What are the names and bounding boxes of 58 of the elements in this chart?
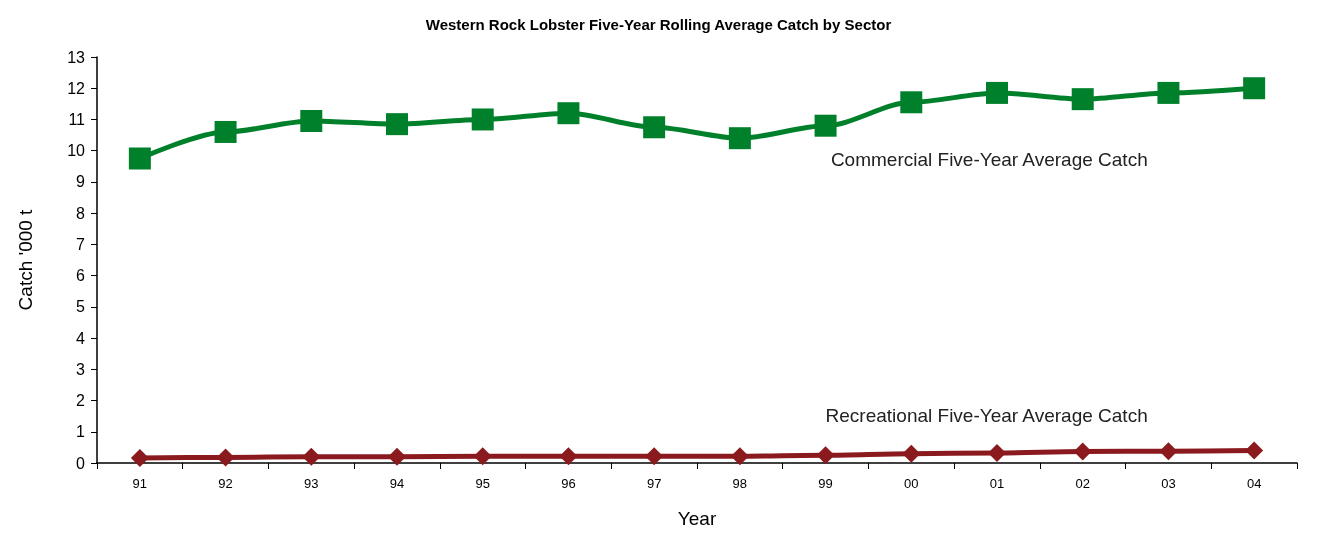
x-tick-label: 94 [389, 476, 405, 491]
x-tick-label: 95 [475, 476, 490, 491]
point [902, 444, 921, 463]
point [986, 81, 1008, 104]
x-tick-label: 00 [904, 476, 919, 491]
y-tick-label: 2 [76, 392, 86, 410]
y-tick-label: 9 [76, 173, 86, 191]
x-tick-label: 97 [646, 476, 662, 491]
series-label: Recreational Five-Year Average Catch [825, 404, 1148, 426]
point [814, 114, 837, 137]
point [471, 108, 494, 131]
point [900, 91, 923, 114]
point [1073, 442, 1092, 461]
point [128, 147, 151, 170]
x-tick-label: 96 [561, 476, 576, 491]
x-tick-label: 03 [1161, 476, 1176, 491]
y-tick-label: 5 [76, 298, 86, 316]
point [1157, 81, 1180, 104]
x-tick-label: 04 [1246, 476, 1262, 491]
point [214, 120, 237, 143]
point [1243, 77, 1266, 100]
y-tick-label: 8 [76, 204, 86, 222]
y-tick-label: 13 [67, 48, 86, 66]
point [816, 446, 835, 465]
point [988, 444, 1006, 463]
x-tick-label: 92 [218, 476, 233, 491]
point [557, 102, 580, 125]
y-tick-label: 7 [76, 235, 86, 253]
point [1245, 441, 1264, 460]
y-tick-label: 11 [68, 110, 86, 128]
x-tick-label: 99 [818, 476, 833, 491]
y-tick-label: 3 [76, 360, 86, 378]
y-tick-label: 4 [76, 329, 86, 347]
x-tick-label: 02 [1075, 476, 1090, 491]
point [1159, 442, 1178, 461]
y-tick-label: 0 [76, 454, 86, 472]
y-tick-label: 1 [76, 423, 86, 441]
point [386, 113, 408, 136]
y-tick-label: 12 [67, 79, 86, 97]
y-tick-label: 6 [76, 267, 86, 285]
y-tick-label: 10 [67, 142, 86, 160]
x-tick-label: 91 [132, 476, 148, 491]
x-tick-label: 98 [732, 476, 748, 491]
point [728, 127, 751, 150]
x-axis-title: Year [677, 508, 717, 529]
series-label: Commercial Five-Year Average Catch [830, 148, 1148, 170]
point [1071, 88, 1094, 111]
x-tick-label: 93 [304, 476, 319, 491]
chart-title: Western Rock Lobster Five-Year Rolling Average Catch by Sector [425, 16, 892, 33]
x-tick-label: 01 [989, 476, 1005, 491]
point [388, 447, 406, 466]
point [302, 447, 321, 466]
point [130, 449, 149, 467]
point [473, 447, 492, 466]
point [559, 447, 578, 466]
y-axis-title: Catch '000 t [15, 208, 36, 311]
point [300, 110, 323, 133]
point [643, 116, 666, 139]
